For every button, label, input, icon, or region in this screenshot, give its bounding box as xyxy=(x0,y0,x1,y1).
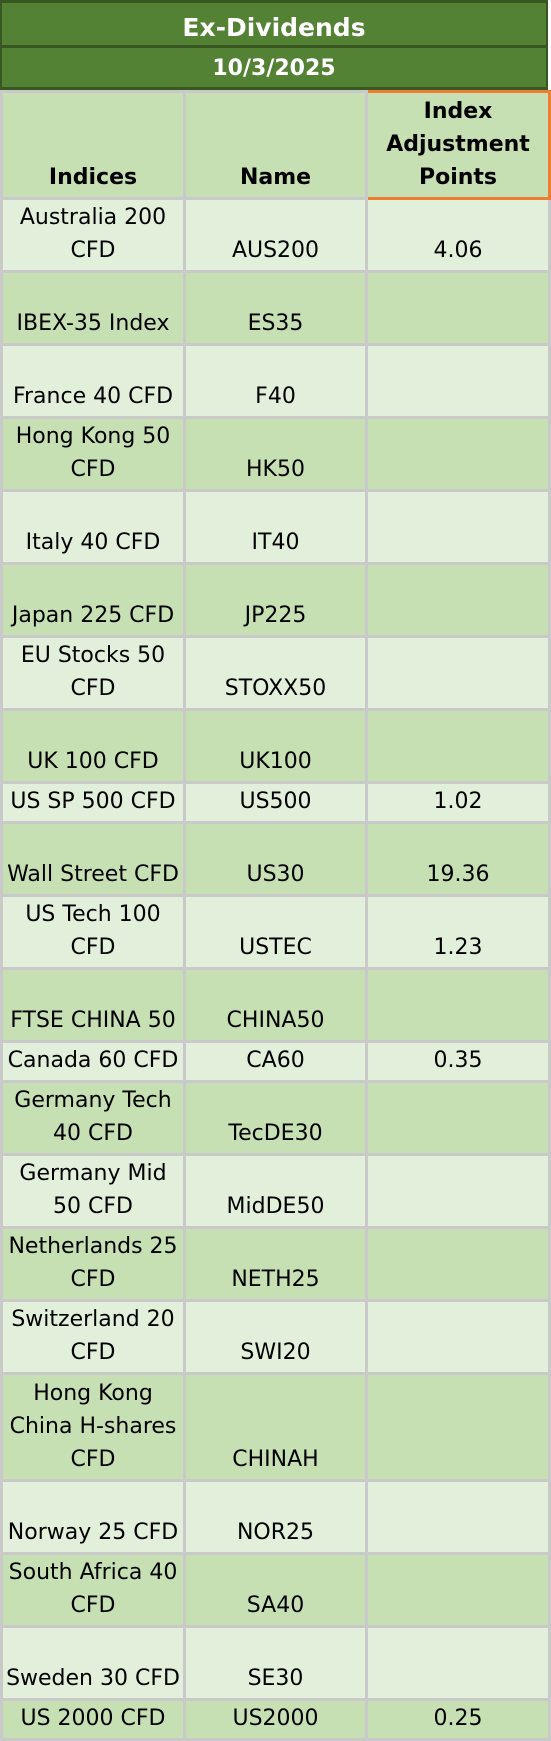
table-row: US SP 500 CFD US500 1.02 xyxy=(0,781,551,824)
table-row: US 2000 CFD US2000 0.25 xyxy=(0,1698,551,1741)
cell-adjustment-points[interactable]: 1.02 xyxy=(365,781,551,824)
cell-name[interactable]: MidDE50 xyxy=(183,1153,368,1229)
cell-adjustment-points[interactable]: 1.23 xyxy=(365,894,551,970)
cell-adjustment-points[interactable] xyxy=(365,967,551,1043)
cell-index[interactable]: Wall Street CFD xyxy=(0,821,186,897)
cell-name[interactable]: AUS200 xyxy=(183,197,368,273)
cell-adjustment-points[interactable] xyxy=(365,708,551,784)
cell-index[interactable]: US SP 500 CFD xyxy=(0,781,186,824)
cell-name[interactable]: CHINAH xyxy=(183,1372,368,1482)
cell-name[interactable]: USTEC xyxy=(183,894,368,970)
header-row: Indices Name Index Adjustment Points xyxy=(0,90,551,200)
cell-adjustment-points[interactable] xyxy=(365,1552,551,1628)
cell-name[interactable]: CHINA50 xyxy=(183,967,368,1043)
cell-adjustment-points[interactable] xyxy=(365,1299,551,1375)
sheet-title: Ex-Dividends xyxy=(0,0,548,48)
cell-name[interactable]: SE30 xyxy=(183,1625,368,1701)
table-row: Italy 40 CFD IT40 xyxy=(0,489,551,565)
cell-index[interactable]: Japan 225 CFD xyxy=(0,562,186,638)
cell-index[interactable]: Canada 60 CFD xyxy=(0,1040,186,1083)
table-row: France 40 CFD F40 xyxy=(0,343,551,419)
table-row: Sweden 30 CFD SE30 xyxy=(0,1625,551,1701)
cell-index[interactable]: UK 100 CFD xyxy=(0,708,186,784)
table-row: Hong Kong 50 CFD HK50 xyxy=(0,416,551,492)
table-row: South Africa 40 CFD SA40 xyxy=(0,1552,551,1628)
cell-index[interactable]: Netherlands 25 CFD xyxy=(0,1226,186,1302)
table-row: IBEX-35 Index ES35 xyxy=(0,270,551,346)
cell-index[interactable]: IBEX-35 Index xyxy=(0,270,186,346)
cell-adjustment-points[interactable]: 0.35 xyxy=(365,1040,551,1083)
table-row: Australia 200 CFD AUS200 4.06 xyxy=(0,197,551,273)
table-row: Netherlands 25 CFD NETH25 xyxy=(0,1226,551,1302)
cell-adjustment-points[interactable] xyxy=(365,489,551,565)
header-indices: Indices xyxy=(0,90,186,200)
cell-name[interactable]: US30 xyxy=(183,821,368,897)
header-index-adjustment-points[interactable]: Index Adjustment Points xyxy=(365,90,551,200)
table-row: Canada 60 CFD CA60 0.35 xyxy=(0,1040,551,1083)
cell-name[interactable]: F40 xyxy=(183,343,368,419)
cell-name[interactable]: ES35 xyxy=(183,270,368,346)
cell-adjustment-points[interactable] xyxy=(365,270,551,346)
cell-name[interactable]: CA60 xyxy=(183,1040,368,1083)
cell-name[interactable]: JP225 xyxy=(183,562,368,638)
cell-adjustment-points[interactable] xyxy=(365,1153,551,1229)
table-row: Hong Kong China H-shares CFD CHINAH xyxy=(0,1372,551,1482)
table-row: Norway 25 CFD NOR25 xyxy=(0,1479,551,1555)
cell-index[interactable]: Hong Kong 50 CFD xyxy=(0,416,186,492)
table-row: Wall Street CFD US30 19.36 xyxy=(0,821,551,897)
cell-index[interactable]: Switzerland 20 CFD xyxy=(0,1299,186,1375)
cell-name[interactable]: US2000 xyxy=(183,1698,368,1741)
cell-name[interactable]: STOXX50 xyxy=(183,635,368,711)
cell-index[interactable]: US Tech 100 CFD xyxy=(0,894,186,970)
cell-index[interactable]: Australia 200 CFD xyxy=(0,197,186,273)
table-row: Japan 225 CFD JP225 xyxy=(0,562,551,638)
cell-index[interactable]: Germany Mid 50 CFD xyxy=(0,1153,186,1229)
cell-index[interactable]: FTSE CHINA 50 xyxy=(0,967,186,1043)
table-row: FTSE CHINA 50 CHINA50 xyxy=(0,967,551,1043)
table-row: US Tech 100 CFD USTEC 1.23 xyxy=(0,894,551,970)
cell-adjustment-points[interactable] xyxy=(365,343,551,419)
cell-name[interactable]: IT40 xyxy=(183,489,368,565)
header-name: Name xyxy=(183,90,368,200)
cell-adjustment-points[interactable] xyxy=(365,1479,551,1555)
cell-index[interactable]: France 40 CFD xyxy=(0,343,186,419)
cell-name[interactable]: NETH25 xyxy=(183,1226,368,1302)
cell-index[interactable]: Norway 25 CFD xyxy=(0,1479,186,1555)
cell-index[interactable]: Hong Kong China H-shares CFD xyxy=(0,1372,186,1482)
cell-adjustment-points[interactable]: 19.36 xyxy=(365,821,551,897)
table-row: Germany Tech 40 CFD TecDE30 xyxy=(0,1080,551,1156)
cell-name[interactable]: UK100 xyxy=(183,708,368,784)
cell-adjustment-points[interactable] xyxy=(365,1372,551,1482)
cell-adjustment-points[interactable] xyxy=(365,1080,551,1156)
cell-adjustment-points[interactable]: 0.25 xyxy=(365,1698,551,1741)
cell-adjustment-points[interactable]: 4.06 xyxy=(365,197,551,273)
table-row: UK 100 CFD UK100 xyxy=(0,708,551,784)
table-row: Germany Mid 50 CFD MidDE50 xyxy=(0,1153,551,1229)
cell-name[interactable]: SWI20 xyxy=(183,1299,368,1375)
cell-adjustment-points[interactable] xyxy=(365,416,551,492)
cell-name[interactable]: NOR25 xyxy=(183,1479,368,1555)
cell-name[interactable]: US500 xyxy=(183,781,368,824)
cell-index[interactable]: EU Stocks 50 CFD xyxy=(0,635,186,711)
cell-name[interactable]: SA40 xyxy=(183,1552,368,1628)
table-row: Switzerland 20 CFD SWI20 xyxy=(0,1299,551,1375)
cell-index[interactable]: US 2000 CFD xyxy=(0,1698,186,1741)
cell-adjustment-points[interactable] xyxy=(365,1625,551,1701)
cell-name[interactable]: TecDE30 xyxy=(183,1080,368,1156)
table-row: EU Stocks 50 CFD STOXX50 xyxy=(0,635,551,711)
cell-index[interactable]: Germany Tech 40 CFD xyxy=(0,1080,186,1156)
cell-adjustment-points[interactable] xyxy=(365,635,551,711)
sheet-date: 10/3/2025 xyxy=(0,48,548,90)
cell-index[interactable]: Italy 40 CFD xyxy=(0,489,186,565)
cell-adjustment-points[interactable] xyxy=(365,1226,551,1302)
cell-index[interactable]: South Africa 40 CFD xyxy=(0,1552,186,1628)
cell-adjustment-points[interactable] xyxy=(365,562,551,638)
table-body: Australia 200 CFD AUS200 4.06 IBEX-35 Index… xyxy=(0,197,551,1741)
ex-dividends-table: Indices Name Index Adjustment Points Aus… xyxy=(0,90,551,1741)
cell-index[interactable]: Sweden 30 CFD xyxy=(0,1625,186,1701)
cell-name[interactable]: HK50 xyxy=(183,416,368,492)
